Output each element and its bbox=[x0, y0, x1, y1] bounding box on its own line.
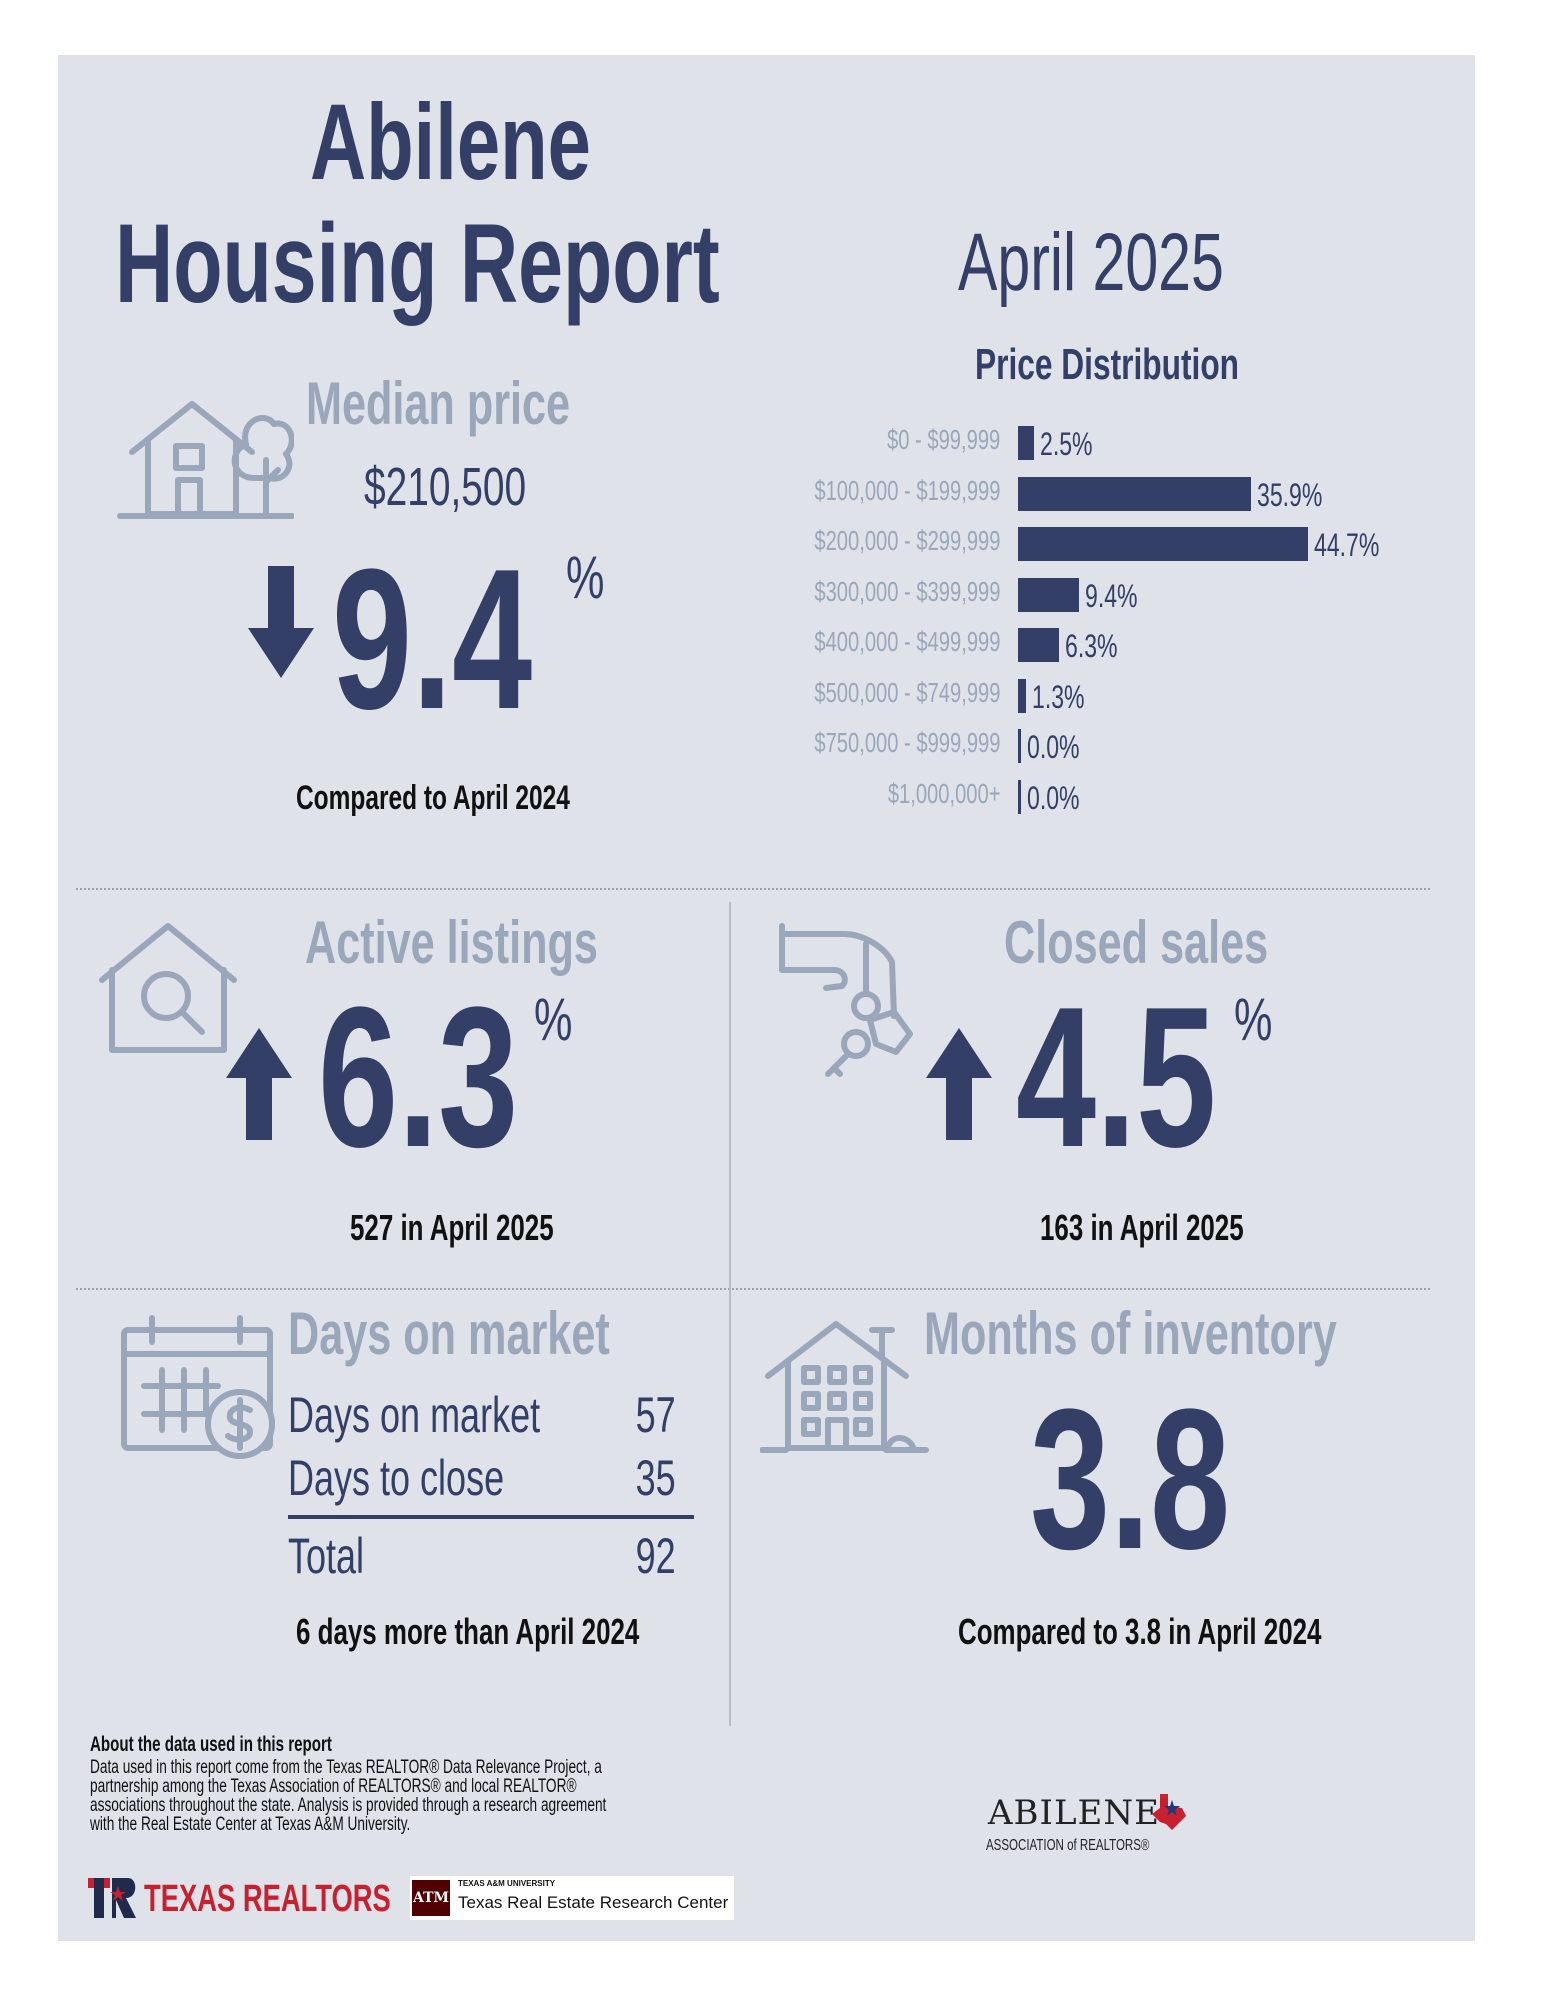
active-listings-percent-sign: % bbox=[534, 986, 573, 1053]
dom-row-value: 57 bbox=[635, 1387, 676, 1443]
months-inventory-label: Months of inventory bbox=[924, 1300, 1337, 1367]
about-title: About the data used in this report bbox=[90, 1733, 332, 1756]
days-on-market-label: Days on market bbox=[288, 1300, 610, 1367]
distribution-value-label: 1.3% bbox=[1032, 678, 1085, 715]
up-arrow-icon bbox=[226, 1028, 292, 1140]
months-inventory-comparison: Compared to 3.8 in April 2024 bbox=[958, 1611, 1322, 1652]
texas-realtors-mark-icon bbox=[88, 1878, 136, 1918]
active-listings-detail: 527 in April 2025 bbox=[350, 1207, 554, 1248]
distribution-range-label: $500,000 - $749,999 bbox=[813, 676, 1000, 708]
up-arrow-icon bbox=[926, 1028, 992, 1140]
report-panel bbox=[58, 55, 1475, 1941]
closed-sales-label: Closed sales bbox=[1004, 909, 1269, 976]
texas-realtors-logo: TEXAS REALTORS bbox=[88, 1876, 391, 1920]
distribution-row: $1,000,000+ 0.0% bbox=[700, 774, 1400, 816]
total-value: 92 bbox=[635, 1528, 676, 1584]
median-price-change: 9.4 bbox=[332, 528, 533, 751]
house-search-icon bbox=[99, 923, 237, 1053]
distribution-row: $0 - $99,999 2.5% bbox=[700, 420, 1400, 462]
median-price-percent-sign: % bbox=[566, 544, 605, 611]
divider-top bbox=[76, 888, 1430, 890]
distribution-value-label: 44.7% bbox=[1314, 527, 1380, 563]
distribution-value-label: 2.5% bbox=[1040, 426, 1093, 462]
calendar-dollar-icon bbox=[121, 1315, 275, 1459]
hand-key-icon bbox=[779, 923, 913, 1077]
tamu-small-label: TEXAS A&M UNIVERSITY bbox=[458, 1879, 556, 1888]
distribution-bar bbox=[1018, 476, 1251, 511]
distribution-value-label: 0.0% bbox=[1027, 729, 1080, 765]
distribution-range-label: $100,000 - $199,999 bbox=[813, 474, 1000, 506]
distribution-bar bbox=[1018, 678, 1027, 713]
closed-sales-detail: 163 in April 2025 bbox=[1040, 1207, 1244, 1248]
report-period: April 2025 bbox=[958, 217, 1224, 308]
distribution-value-label: 35.9% bbox=[1256, 476, 1323, 513]
distribution-bar bbox=[1018, 729, 1021, 763]
days-to-close-name: Days to close bbox=[288, 1450, 505, 1506]
total-label: Total bbox=[288, 1528, 365, 1584]
distribution-range-label: $200,000 - $299,999 bbox=[813, 525, 1000, 556]
report-title: Housing Report bbox=[115, 201, 720, 326]
closed-sales-change: 4.5 bbox=[1016, 966, 1217, 1189]
months-inventory-value: 3.8 bbox=[1030, 1368, 1231, 1591]
abilene-association-logo: ABILENE ASSOCIATION of REALTORS® bbox=[984, 1794, 1224, 1864]
house-tree-icon bbox=[117, 401, 294, 519]
median-price-label: Median price bbox=[306, 370, 571, 437]
distribution-bar bbox=[1018, 577, 1079, 612]
apartment-building-icon bbox=[760, 1321, 929, 1453]
distribution-row: $750,000 - $999,999 0.0% bbox=[700, 723, 1400, 765]
distribution-value-label: 0.0% bbox=[1027, 779, 1080, 816]
texas-star-icon bbox=[1152, 1794, 1186, 1830]
active-listings-label: Active listings bbox=[305, 909, 598, 976]
abilene-association-sub: ASSOCIATION of REALTORS® bbox=[986, 1837, 1150, 1854]
distribution-value-label: 9.4% bbox=[1084, 577, 1138, 614]
days-on-market-comparison: 6 days more than April 2024 bbox=[296, 1611, 640, 1652]
median-price-comparison: Compared to April 2024 bbox=[296, 779, 570, 817]
about-text: Data used in this report come from the T… bbox=[90, 1757, 607, 1835]
distribution-bar bbox=[1018, 527, 1308, 561]
price-distribution-chart: $0 - $99,999 2.5% $100,000 - $199,999 35.9%… bbox=[700, 420, 1400, 820]
distribution-row: $500,000 - $749,999 1.3% bbox=[700, 673, 1400, 715]
tamu-mark-icon: ATM bbox=[412, 1880, 450, 1916]
total-rule bbox=[288, 1515, 694, 1519]
days-to-close-value: 35 bbox=[635, 1450, 676, 1506]
closed-sales-percent-sign: % bbox=[1234, 986, 1273, 1053]
abilene-association-name: ABILENE bbox=[988, 1793, 1160, 1833]
down-arrow-icon bbox=[248, 566, 314, 678]
tamu-name: Texas Real Estate Research Center bbox=[458, 1893, 729, 1912]
distribution-range-label: $0 - $99,999 bbox=[886, 424, 1000, 455]
city-title: Abilene bbox=[310, 81, 591, 202]
distribution-row: $100,000 - $199,999 35.9% bbox=[700, 471, 1400, 513]
distribution-bar bbox=[1018, 779, 1021, 814]
median-price-value: $210,500 bbox=[364, 457, 527, 517]
divider-vertical bbox=[729, 902, 731, 1726]
distribution-value-label: 6.3% bbox=[1064, 628, 1118, 664]
distribution-range-label: $400,000 - $499,999 bbox=[813, 626, 1000, 657]
price-distribution-title: Price Distribution bbox=[975, 340, 1240, 389]
distribution-row: $200,000 - $299,999 44.7% bbox=[700, 521, 1400, 563]
distribution-row: $400,000 - $499,999 6.3% bbox=[700, 622, 1400, 664]
tamu-research-center-logo: ATM TEXAS A&M UNIVERSITY Texas Real Esta… bbox=[410, 1876, 734, 1920]
dom-row-name: Days on market bbox=[288, 1387, 541, 1443]
divider-middle bbox=[76, 1288, 1430, 1290]
active-listings-change: 6.3 bbox=[318, 966, 519, 1189]
distribution-bar bbox=[1018, 426, 1035, 460]
distribution-range-label: $750,000 - $999,999 bbox=[813, 727, 1000, 758]
distribution-range-label: $300,000 - $399,999 bbox=[813, 575, 1000, 607]
distribution-range-label: $1,000,000+ bbox=[887, 777, 1000, 809]
distribution-bar bbox=[1018, 628, 1059, 662]
distribution-row: $300,000 - $399,999 9.4% bbox=[700, 572, 1400, 614]
